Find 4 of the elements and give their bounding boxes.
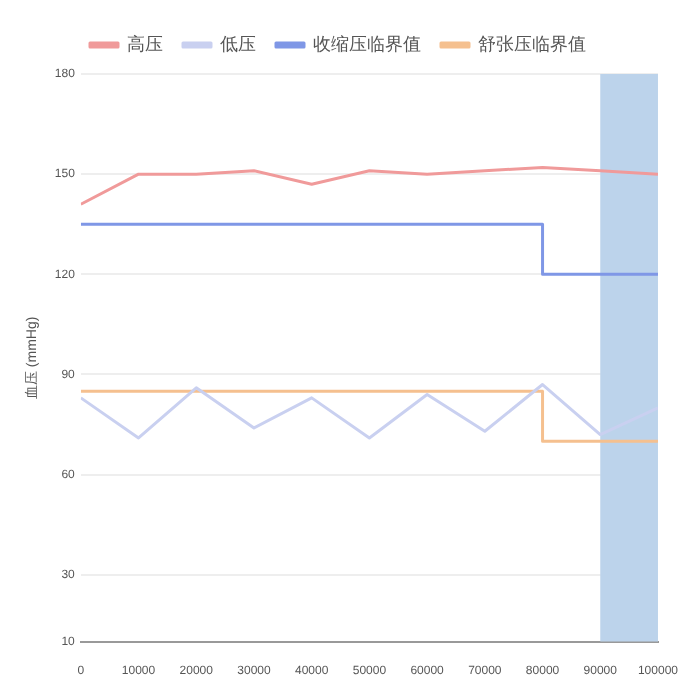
legend-label: 收缩压临界值 bbox=[313, 33, 421, 56]
legend-label: 低压 bbox=[220, 33, 256, 56]
legend-label: 高压 bbox=[127, 33, 163, 56]
legend-label: 舒张压临界值 bbox=[478, 33, 586, 56]
